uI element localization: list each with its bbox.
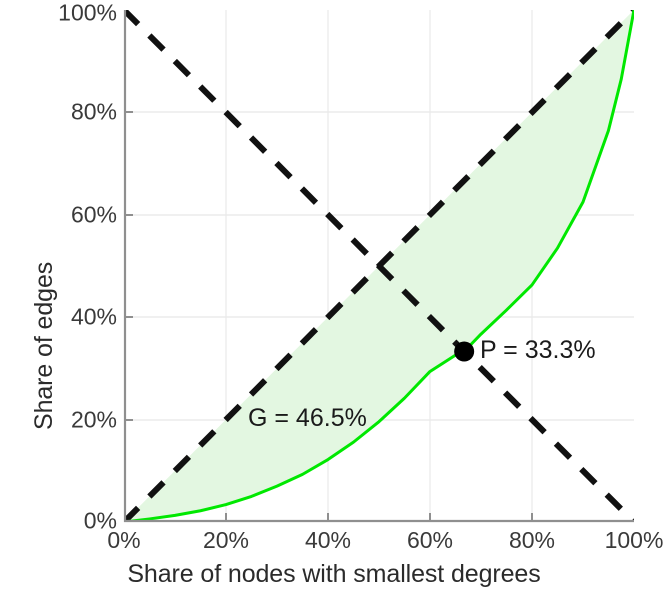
x-axis-title: Share of nodes with smallest degrees (127, 560, 541, 588)
x-tick-label-1: 20% (202, 527, 250, 553)
y-tick-label-0: 0% (83, 507, 117, 534)
x-tick-label-4: 80% (508, 527, 556, 553)
x-tick-label-2: 40% (304, 527, 352, 553)
y-tick-label-2: 40% (70, 303, 117, 330)
lorenz-curve (124, 10, 634, 522)
y-tick-label-5: 100% (58, 0, 117, 26)
y-tick-label-4: 80% (70, 98, 117, 125)
anti-diagonal-line (124, 10, 634, 522)
y-tick-label-1: 20% (70, 406, 117, 433)
x-tick-label-0: 0% (107, 527, 141, 553)
pareto-point-marker (454, 341, 475, 362)
x-tick-label-3: 60% (406, 527, 454, 553)
y-tick-label-3: 60% (70, 201, 117, 228)
y-axis-ticks (125, 111, 133, 421)
axis-lines (123, 10, 634, 523)
y-axis-title: Share of edges (30, 261, 58, 430)
gini-annotation-label: G = 46.5% (248, 404, 367, 432)
x-tick-label-5: 100% (604, 527, 664, 553)
pareto-annotation-label: P = 33.3% (480, 336, 596, 364)
x-axis-ticks (225, 513, 533, 521)
